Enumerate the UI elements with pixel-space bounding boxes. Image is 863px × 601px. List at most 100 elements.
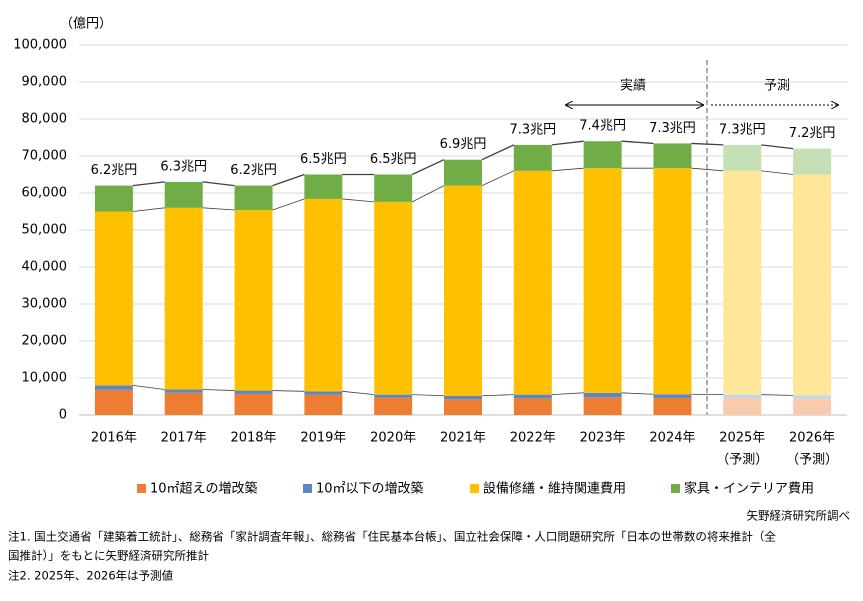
y-tick-label: 60,000 — [22, 186, 68, 201]
total-label: 6.2兆円 — [230, 163, 277, 178]
bar-segment — [653, 143, 692, 169]
bar-segment — [164, 389, 203, 393]
bar-segment — [513, 398, 552, 415]
x-tick-sublabel: （予測） — [716, 453, 768, 468]
connector-line — [481, 144, 515, 161]
bar-segment — [444, 185, 482, 396]
total-label: 6.3兆円 — [160, 159, 207, 174]
connector-line — [691, 142, 724, 146]
y-tick-label: 0 — [59, 408, 67, 423]
x-tick-label: 2020年 — [370, 431, 416, 446]
connector-line — [342, 390, 375, 396]
bar-segment — [513, 170, 552, 395]
bar-segment — [444, 159, 482, 186]
bar-segment — [513, 144, 552, 171]
bar-segment — [583, 168, 622, 393]
bar-segment — [793, 174, 832, 396]
bar-segment — [583, 141, 622, 169]
bar-segment — [234, 210, 273, 391]
legend-label: 家具・インテリア費用 — [684, 481, 814, 497]
connector-line — [342, 198, 375, 203]
x-tick-label: 2019年 — [300, 431, 346, 446]
bar-segment — [94, 211, 133, 386]
bar-segment — [304, 394, 343, 415]
total-label: 6.5兆円 — [370, 152, 417, 167]
bar-segment — [653, 394, 692, 398]
y-tick-label: 50,000 — [22, 223, 68, 238]
connector-line — [272, 198, 305, 211]
legend-swatch — [137, 484, 146, 493]
bar-segment — [653, 168, 692, 395]
legend-label: 設備修繕・維持関連費用 — [483, 481, 626, 497]
connector-line — [132, 207, 165, 212]
connector-line — [132, 385, 165, 390]
bar-segment — [234, 393, 273, 415]
bar-segment — [653, 397, 692, 415]
legend-swatch — [470, 484, 479, 493]
bar-segment — [164, 392, 203, 415]
bar-segment — [793, 395, 832, 399]
note: 国推計）」をもとに矢野経済研究所推計 — [8, 549, 209, 563]
connector-line — [411, 185, 445, 203]
total-label: 6.2兆円 — [91, 163, 138, 178]
connector-line — [551, 140, 584, 146]
bar-segment — [723, 394, 762, 398]
bar-segment — [94, 385, 133, 390]
bar-segment — [374, 174, 413, 202]
bar-segment — [164, 181, 203, 208]
note: 注1. 国土交通省「建築着工統計」、総務省「家計調査年報」、総務省「住民基本台帳… — [8, 530, 776, 544]
bar-segment — [793, 148, 832, 175]
bar-segment — [444, 395, 482, 400]
y-tick-label: 30,000 — [22, 297, 68, 312]
y-tick-label: 80,000 — [22, 112, 68, 127]
y-tick-label: 20,000 — [22, 334, 68, 349]
bar-segment — [583, 392, 622, 398]
bar-segment — [304, 174, 343, 199]
connector-line — [202, 181, 235, 187]
bar-segment — [94, 389, 133, 415]
bar-segment — [793, 398, 832, 415]
x-tick-label: 2023年 — [580, 431, 626, 446]
connector-line — [272, 173, 305, 187]
total-label: 7.4兆円 — [579, 119, 626, 134]
bar-segment — [723, 170, 762, 395]
y-tick-label: 100,000 — [13, 38, 67, 53]
legend-label: 10㎡超えの増改築 — [150, 482, 258, 497]
bar-segment — [583, 397, 622, 415]
bar-segment — [374, 394, 413, 398]
actual-label: 実績 — [620, 78, 646, 94]
connector-line — [761, 170, 794, 175]
bar-segment — [164, 207, 203, 390]
y-tick-label: 90,000 — [22, 75, 68, 90]
connector-line — [551, 392, 584, 396]
x-tick-label: 2026年 — [789, 431, 835, 446]
total-label: 7.3兆円 — [719, 122, 766, 137]
x-tick-label: 2021年 — [440, 431, 486, 446]
total-label: 6.9兆円 — [440, 137, 487, 152]
connector-line — [411, 159, 445, 176]
connector-line — [412, 394, 445, 397]
connector-line — [202, 389, 235, 391]
connector-line — [761, 394, 794, 396]
bar-segment — [374, 397, 413, 415]
connector-line — [132, 181, 165, 187]
bar-segment — [374, 201, 413, 395]
y-tick-label: 10,000 — [22, 371, 68, 386]
bar-segment — [513, 394, 552, 399]
connector-line — [481, 170, 514, 186]
total-label: 7.2兆円 — [789, 126, 836, 141]
connector-line — [551, 167, 584, 172]
legend-swatch — [303, 484, 312, 493]
x-tick-label: 2024年 — [649, 431, 695, 446]
total-label: 7.3兆円 — [509, 122, 556, 137]
bar-segment — [94, 185, 133, 212]
note: 注2. 2025年、2026年は予測値 — [8, 569, 174, 583]
connector-line — [481, 394, 514, 397]
connector-line — [621, 392, 654, 395]
connector-line — [272, 390, 305, 392]
legend-label: 10㎡以下の増改築 — [316, 482, 424, 497]
x-tick-label: 2018年 — [230, 431, 276, 446]
connector-line — [691, 167, 724, 172]
x-tick-label: 2025年 — [719, 431, 765, 446]
